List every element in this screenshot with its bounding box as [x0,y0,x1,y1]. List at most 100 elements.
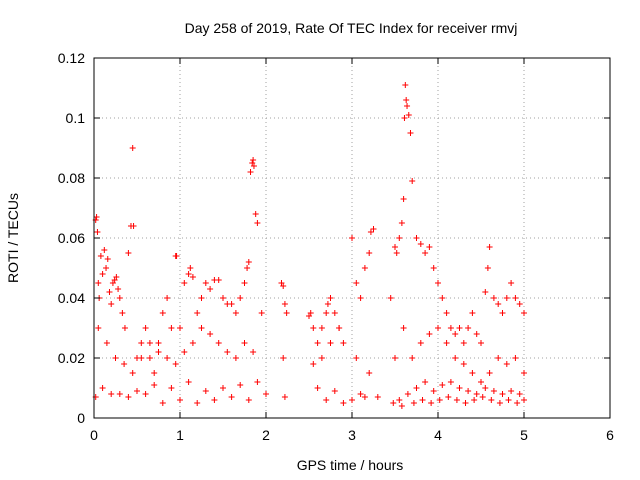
data-point [215,277,222,283]
data-point [499,310,506,316]
data-point [443,340,450,346]
data-point [125,250,132,256]
data-point [413,385,420,391]
data-point [460,340,467,346]
data-point [95,280,102,286]
data-point [142,325,149,331]
data-point [177,325,183,331]
data-point [478,379,484,385]
y-tick-label-4: 0.08 [58,170,85,186]
data-point [426,331,433,337]
data-point [419,397,426,403]
data-point [512,355,519,361]
data-point [241,340,248,346]
data-point [129,370,136,376]
data-point [189,340,196,346]
data-point [447,325,454,331]
data-point [490,295,497,301]
data-point [247,169,254,175]
data-point [232,355,239,361]
x-tick-label-2: 2 [262,427,270,443]
data-point [173,253,180,259]
data-point [392,244,398,250]
data-point [106,289,113,295]
data-point [244,265,251,271]
data-point [116,391,123,397]
data-point [452,331,459,337]
data-point [390,400,397,406]
data-point [119,310,126,316]
data-point [129,145,136,151]
x-axis-label: GPS time / hours [297,457,404,473]
data-point [521,370,527,376]
data-point [250,163,257,169]
data-point [101,247,108,253]
data-point [508,388,515,394]
data-point [121,325,128,331]
data-point [422,379,429,385]
data-point [413,235,420,241]
x-tick-label-0: 0 [90,427,98,443]
data-point [121,361,128,367]
data-point [374,394,381,400]
data-point [258,310,265,316]
data-point [479,394,486,400]
data-point [318,355,325,361]
data-point [220,385,226,391]
data-point [138,340,145,346]
data-point [340,340,347,346]
data-point [155,349,162,355]
data-point [164,355,171,361]
x-tick-label-4: 4 [434,427,442,443]
data-point [194,310,201,316]
data-point [445,394,452,400]
data-point [400,325,407,331]
data-point [488,397,495,403]
y-axis-label: ROTI / TECUs [5,193,21,283]
data-point [310,325,317,331]
data-point [435,325,441,331]
data-point [254,220,261,226]
data-point [281,301,288,307]
data-point [490,388,497,394]
data-point [95,325,102,331]
data-point [237,382,244,388]
data-point [130,223,137,229]
data-point [453,397,460,403]
data-point [495,355,502,361]
data-point [232,310,239,316]
data-point [436,397,443,403]
data-point [402,82,409,88]
data-point [349,235,355,241]
data-point [198,295,205,301]
data-point [409,355,416,361]
data-point [404,103,411,109]
data-point [422,250,429,256]
data-point [516,391,523,397]
data-point [99,385,106,391]
y-tick-label-1: 0.02 [58,350,85,366]
data-point [327,295,334,301]
data-point [181,349,188,355]
data-point [194,400,201,406]
data-point [245,397,252,403]
data-point [430,265,437,271]
data-point [323,397,330,403]
data-point [503,295,510,301]
data-point [486,370,493,376]
data-point [189,274,196,280]
data-point [456,385,463,391]
data-point [403,97,410,103]
data-point [340,400,347,406]
data-point [521,310,527,316]
data-point [366,370,373,376]
data-point [142,391,149,397]
data-point [514,400,521,406]
data-point [280,355,287,361]
data-point [331,388,338,394]
data-point [202,388,209,394]
data-point [482,385,489,391]
data-point [116,295,123,301]
data-point [207,331,214,337]
